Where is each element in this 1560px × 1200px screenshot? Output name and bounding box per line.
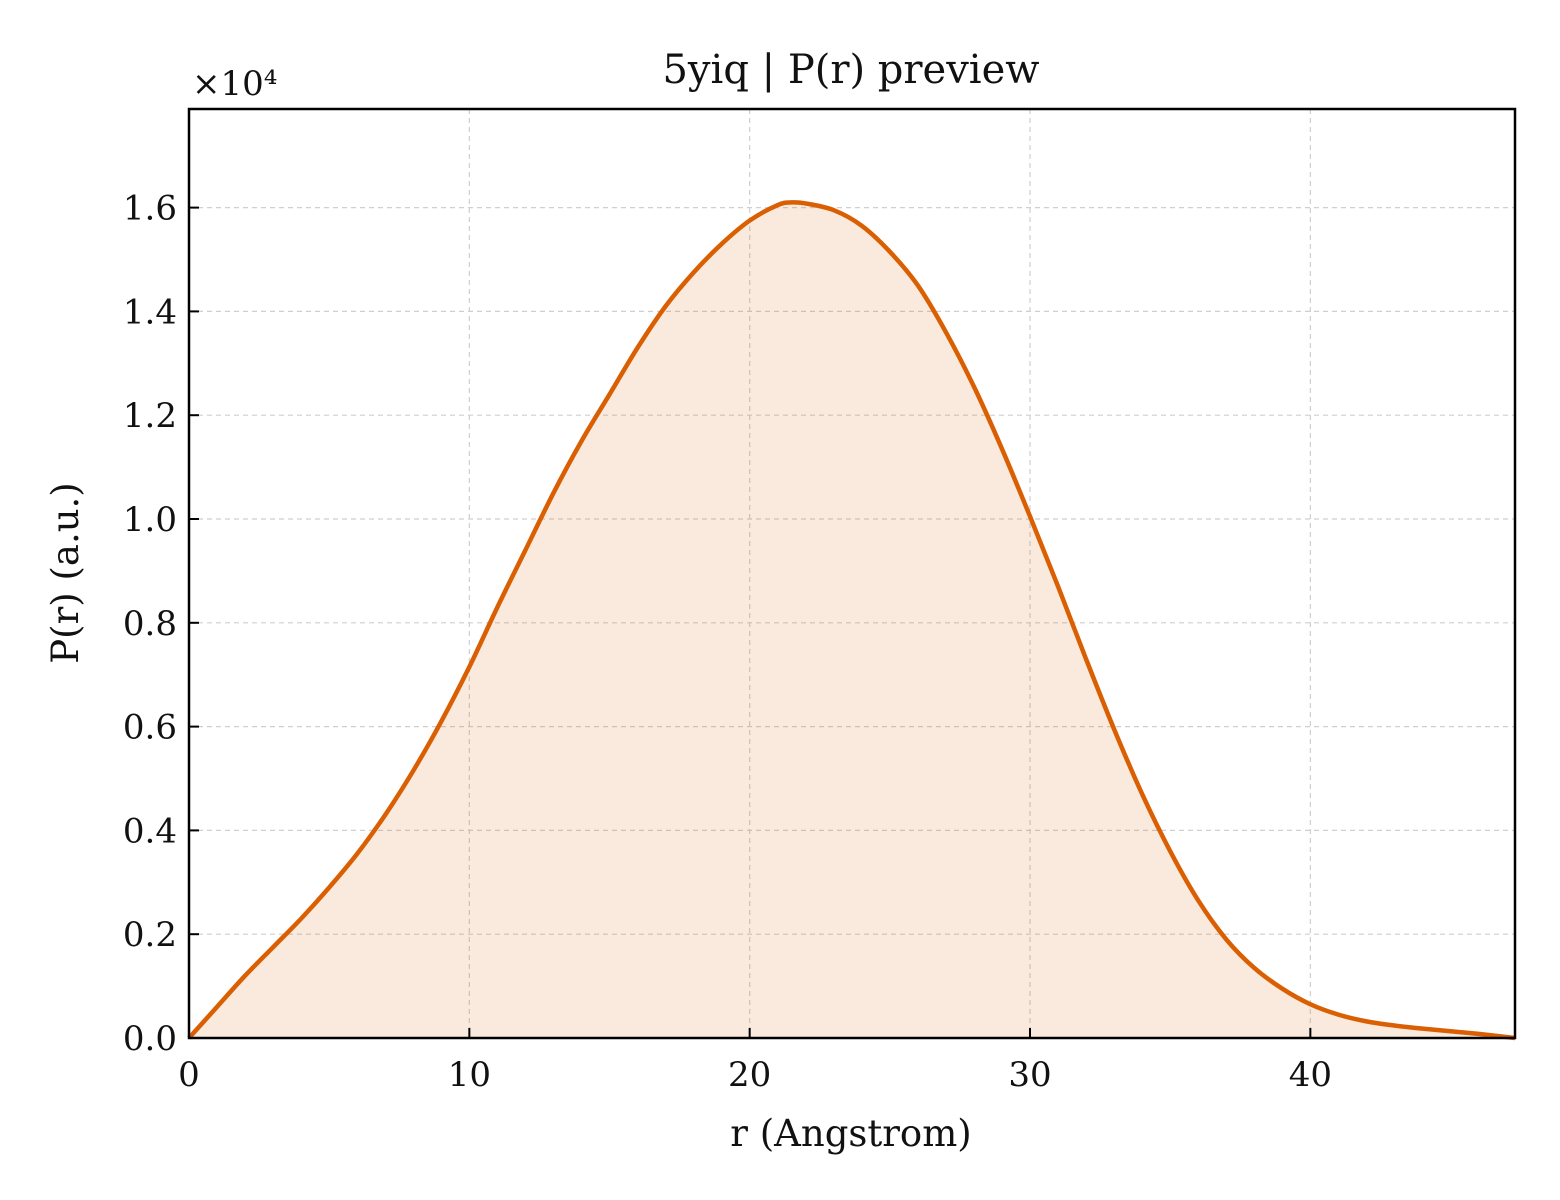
pr-series-line [187, 200, 1516, 1041]
y-tick-label: 0.4 [123, 811, 177, 851]
pr-area-fill [189, 202, 1515, 1039]
ticks: 0 10 20 30 40 0.0 0.2 0.4 0.6 0.8 1.0 1.2 1.4 1.6 [123, 189, 1332, 1095]
y-tick-label: 1.6 [123, 189, 177, 229]
y-tick-label: 0.2 [123, 915, 177, 955]
x-tick-label: 30 [1008, 1055, 1051, 1095]
y-tick-label: 1.0 [123, 500, 177, 540]
grid [189, 109, 1515, 1038]
y-tick-label: 0.6 [123, 708, 177, 748]
y-axis-multiplier: ×10⁴ [192, 64, 277, 104]
chart-title: 5yiq | P(r) preview [662, 47, 1039, 93]
y-tick-label: 0.8 [123, 604, 177, 644]
y-axis-title: P(r) (a.u.) [44, 482, 87, 664]
y-tick-label: 0.0 [123, 1019, 177, 1059]
y-tick-label: 1.2 [123, 396, 177, 436]
y-tick-label: 1.4 [123, 292, 177, 332]
x-tick-label: 0 [178, 1055, 200, 1095]
x-tick-label: 40 [1289, 1055, 1332, 1095]
x-tick-label: 10 [448, 1055, 491, 1095]
plot-frame [187, 107, 1517, 1040]
x-axis-title: r (Angstrom) [730, 1112, 971, 1155]
x-tick-label: 20 [728, 1055, 771, 1095]
